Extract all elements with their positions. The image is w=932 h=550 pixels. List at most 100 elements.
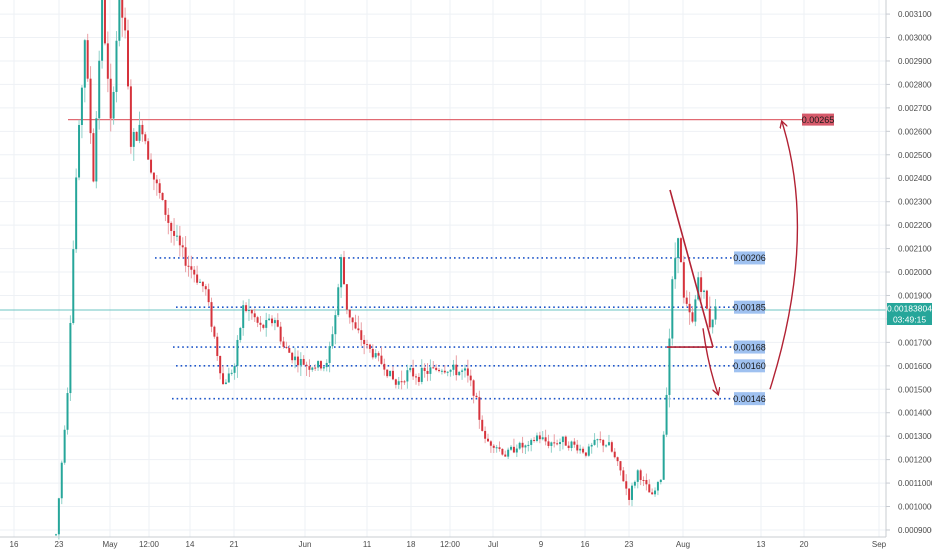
candle-body bbox=[489, 441, 492, 446]
candle-body bbox=[622, 470, 625, 482]
candle-body bbox=[538, 435, 541, 440]
y-tick-label: 0.00150000 bbox=[898, 385, 932, 394]
y-tick-label: 0.00270000 bbox=[898, 104, 932, 113]
candle-body bbox=[103, 0, 106, 44]
candle-body bbox=[561, 436, 564, 443]
candle-body bbox=[371, 348, 374, 358]
candle-body bbox=[135, 131, 138, 141]
y-tick-label: 0.00260000 bbox=[898, 127, 932, 136]
x-tick-label: 23 bbox=[625, 540, 634, 549]
candle-body bbox=[175, 235, 178, 237]
candle-body bbox=[645, 480, 648, 485]
candle-body bbox=[501, 448, 504, 455]
candle-body bbox=[515, 448, 518, 453]
candle-body bbox=[101, 0, 104, 61]
candle-body bbox=[544, 437, 547, 442]
candle-body bbox=[328, 346, 331, 363]
x-tick-label: Aug bbox=[676, 540, 690, 549]
x-tick-label: 12:00 bbox=[139, 540, 160, 549]
resistance-tag bbox=[802, 113, 834, 126]
candle-body bbox=[498, 447, 501, 449]
candle-body bbox=[579, 448, 582, 451]
candle-body bbox=[288, 347, 291, 353]
y-tick-label: 0.00120000 bbox=[898, 456, 932, 465]
candle-body bbox=[521, 442, 524, 448]
y-tick-label: 0.00160000 bbox=[898, 362, 932, 371]
candle-body bbox=[129, 86, 132, 147]
candle-body bbox=[466, 368, 469, 376]
y-tick-label: 0.00290000 bbox=[898, 57, 932, 66]
last-price-tag bbox=[887, 302, 932, 314]
candle-body bbox=[164, 200, 167, 215]
y-tick-label: 0.00280000 bbox=[898, 80, 932, 89]
last-price-label: 0.00183804 bbox=[887, 303, 932, 313]
x-tick-label: 16 bbox=[581, 540, 590, 549]
candle-body bbox=[57, 498, 60, 535]
candle-body bbox=[282, 341, 285, 347]
x-tick-label: Jun bbox=[299, 540, 312, 549]
candle-body bbox=[440, 370, 443, 372]
candle-body bbox=[259, 322, 262, 325]
candle-body bbox=[89, 78, 92, 134]
candle-body bbox=[688, 303, 691, 313]
candle-body bbox=[147, 141, 150, 160]
x-tick-label: Sep bbox=[872, 540, 887, 549]
candle-body bbox=[435, 367, 438, 370]
candle-body bbox=[60, 462, 63, 499]
candle-body bbox=[656, 482, 659, 491]
candle-body bbox=[72, 249, 75, 324]
candle-body bbox=[423, 367, 426, 371]
candle-body bbox=[564, 436, 567, 446]
candle-body bbox=[236, 339, 239, 366]
candle-body bbox=[256, 317, 259, 323]
candle-body bbox=[550, 442, 553, 446]
candle-body bbox=[138, 124, 141, 141]
triangle-descending-line bbox=[669, 189, 714, 348]
candle-body bbox=[648, 484, 651, 493]
candle-body bbox=[507, 449, 510, 457]
candle-body bbox=[553, 442, 556, 444]
support-tag-label: 0.00160 bbox=[733, 361, 766, 371]
candle-body bbox=[224, 382, 227, 385]
candle-body bbox=[679, 238, 682, 263]
candle-body bbox=[366, 344, 369, 346]
candle-body bbox=[317, 361, 320, 368]
y-tick-label: 0.00170000 bbox=[898, 338, 932, 347]
y-tick-label: 0.00310000 bbox=[898, 10, 932, 19]
candle-body bbox=[115, 40, 118, 92]
candle-body bbox=[98, 60, 101, 119]
y-tick-label: 0.00190000 bbox=[898, 291, 932, 300]
x-tick-label: May bbox=[102, 540, 117, 549]
candle-body bbox=[271, 318, 273, 324]
candle-body bbox=[95, 118, 98, 182]
candle-body bbox=[547, 441, 550, 446]
candle-body bbox=[127, 30, 129, 87]
candle-body bbox=[204, 286, 207, 290]
candle-body bbox=[394, 379, 397, 385]
candle-body bbox=[576, 444, 579, 451]
candle-body bbox=[363, 339, 366, 345]
candle-body bbox=[665, 394, 668, 435]
candle-body bbox=[357, 328, 360, 331]
candle-body bbox=[668, 338, 671, 395]
candle-body bbox=[112, 91, 115, 119]
x-tick-label: 9 bbox=[539, 540, 544, 549]
candle-body bbox=[654, 490, 657, 495]
y-tick-label: 0.00240000 bbox=[898, 174, 932, 183]
candle-body bbox=[184, 247, 187, 266]
candle-body bbox=[178, 235, 181, 246]
candle-body bbox=[340, 257, 343, 288]
candle-body bbox=[207, 289, 210, 303]
y-tick-label: 0.00220000 bbox=[898, 221, 932, 230]
candle-body bbox=[484, 430, 487, 439]
candle-body bbox=[337, 287, 340, 316]
y-tick-label: 0.00300000 bbox=[898, 34, 932, 43]
candle-body bbox=[610, 442, 613, 452]
candle-body bbox=[141, 124, 144, 135]
y-tick-label: 0.00110000 bbox=[898, 479, 932, 488]
candle-body bbox=[279, 326, 282, 342]
candle-body bbox=[158, 183, 161, 193]
candle-body bbox=[210, 302, 213, 327]
candle-body bbox=[527, 444, 530, 446]
